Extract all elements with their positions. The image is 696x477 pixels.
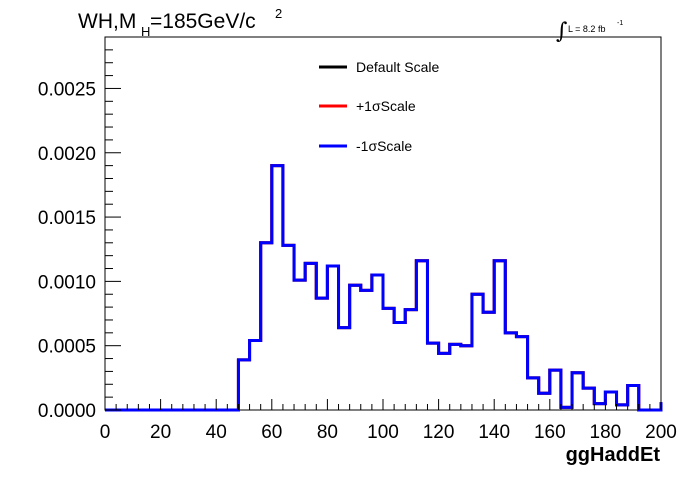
x-tick-label: 80 bbox=[317, 422, 338, 443]
histogram-layer bbox=[105, 164, 663, 412]
y-tick-label: 0.0000 bbox=[38, 401, 96, 422]
y-axis: 0.0000 0.0005 0.0010 0.0015 0.0020 0.0025 bbox=[38, 36, 121, 422]
histogram-series-2 bbox=[105, 164, 663, 412]
y-tick-label: 0.0005 bbox=[38, 337, 96, 358]
title-prefix: WH,M bbox=[78, 10, 136, 33]
x-tick-label: 120 bbox=[423, 422, 455, 443]
legend: Default Scale +1σScale -1σScale bbox=[319, 59, 439, 154]
plot-frame bbox=[104, 36, 662, 411]
x-tick-label: 0 bbox=[100, 422, 111, 443]
x-tick-label: 180 bbox=[590, 422, 622, 443]
legend-label: -1σScale bbox=[356, 138, 412, 154]
luminosity-text: L = 8.2 fb bbox=[568, 24, 605, 34]
legend-label: Default Scale bbox=[356, 59, 439, 75]
chart-title: WH,M H =185GeV/c 2 bbox=[78, 6, 282, 39]
x-axis: 0 20 40 60 80 100 120 140 160 180 200 bbox=[100, 399, 677, 443]
x-tick-label: 160 bbox=[534, 422, 566, 443]
x-tick-label: 100 bbox=[367, 422, 399, 443]
y-tick-label: 0.0015 bbox=[38, 208, 96, 229]
y-tick-label: 0.0010 bbox=[38, 272, 96, 293]
title-value: =185GeV/c bbox=[150, 10, 256, 33]
title-subscript: H bbox=[141, 24, 150, 39]
x-tick-label: 60 bbox=[261, 422, 282, 443]
x-tick-label: 40 bbox=[206, 422, 227, 443]
luminosity-label: ∫ L = 8.2 fb -1 bbox=[556, 19, 623, 44]
integral-symbol: ∫ bbox=[556, 19, 568, 44]
x-axis-label: ggHaddEt bbox=[566, 444, 661, 466]
legend-label: +1σScale bbox=[356, 98, 416, 114]
luminosity-superscript: -1 bbox=[617, 20, 623, 27]
x-tick-label: 200 bbox=[645, 422, 677, 443]
title-superscript: 2 bbox=[275, 6, 282, 21]
y-tick-label: 0.0020 bbox=[38, 144, 96, 165]
y-tick-label: 0.0025 bbox=[38, 79, 96, 100]
x-tick-label: 20 bbox=[150, 422, 171, 443]
x-tick-label: 140 bbox=[478, 422, 510, 443]
